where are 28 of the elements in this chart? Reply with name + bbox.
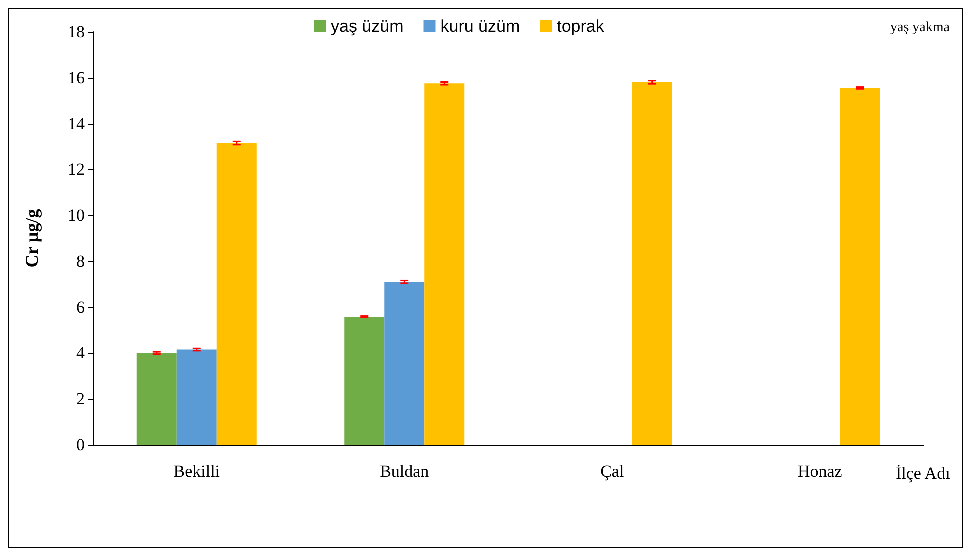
y-tick-label: 14: [68, 114, 86, 134]
bar: [344, 316, 385, 445]
bar: [216, 143, 257, 445]
legend-label: yaş üzüm: [331, 17, 404, 36]
y-tick-label: 10: [68, 206, 85, 226]
bar: [424, 84, 465, 445]
bar: [136, 353, 177, 445]
legend-label: toprak: [557, 17, 605, 36]
y-tick-label: 4: [76, 344, 86, 363]
y-tick-label: 6: [76, 298, 85, 317]
y-tick-label: 0: [76, 436, 85, 454]
legend-label: kuru üzüm: [440, 17, 520, 36]
y-tick-label: 8: [76, 252, 85, 271]
annotation: yaş yakma: [890, 20, 951, 36]
y-tick-label: 16: [68, 68, 85, 88]
y-tick-label: 18: [68, 22, 85, 42]
x-tick-label: Buldan: [380, 462, 430, 481]
y-tick-label: 12: [68, 160, 85, 180]
x-tick-label: Çal: [600, 462, 624, 481]
x-tick-label: Bekilli: [174, 462, 220, 481]
bar: [632, 82, 672, 445]
x-tick-label: Honaz: [798, 462, 843, 481]
y-axis-title: Cr µg/g: [22, 209, 42, 268]
bar: [384, 282, 425, 445]
bar: [840, 88, 880, 445]
y-tick-label: 2: [76, 390, 85, 409]
x-axis-title: İlçe Adı: [896, 464, 951, 483]
bar: [176, 350, 217, 445]
